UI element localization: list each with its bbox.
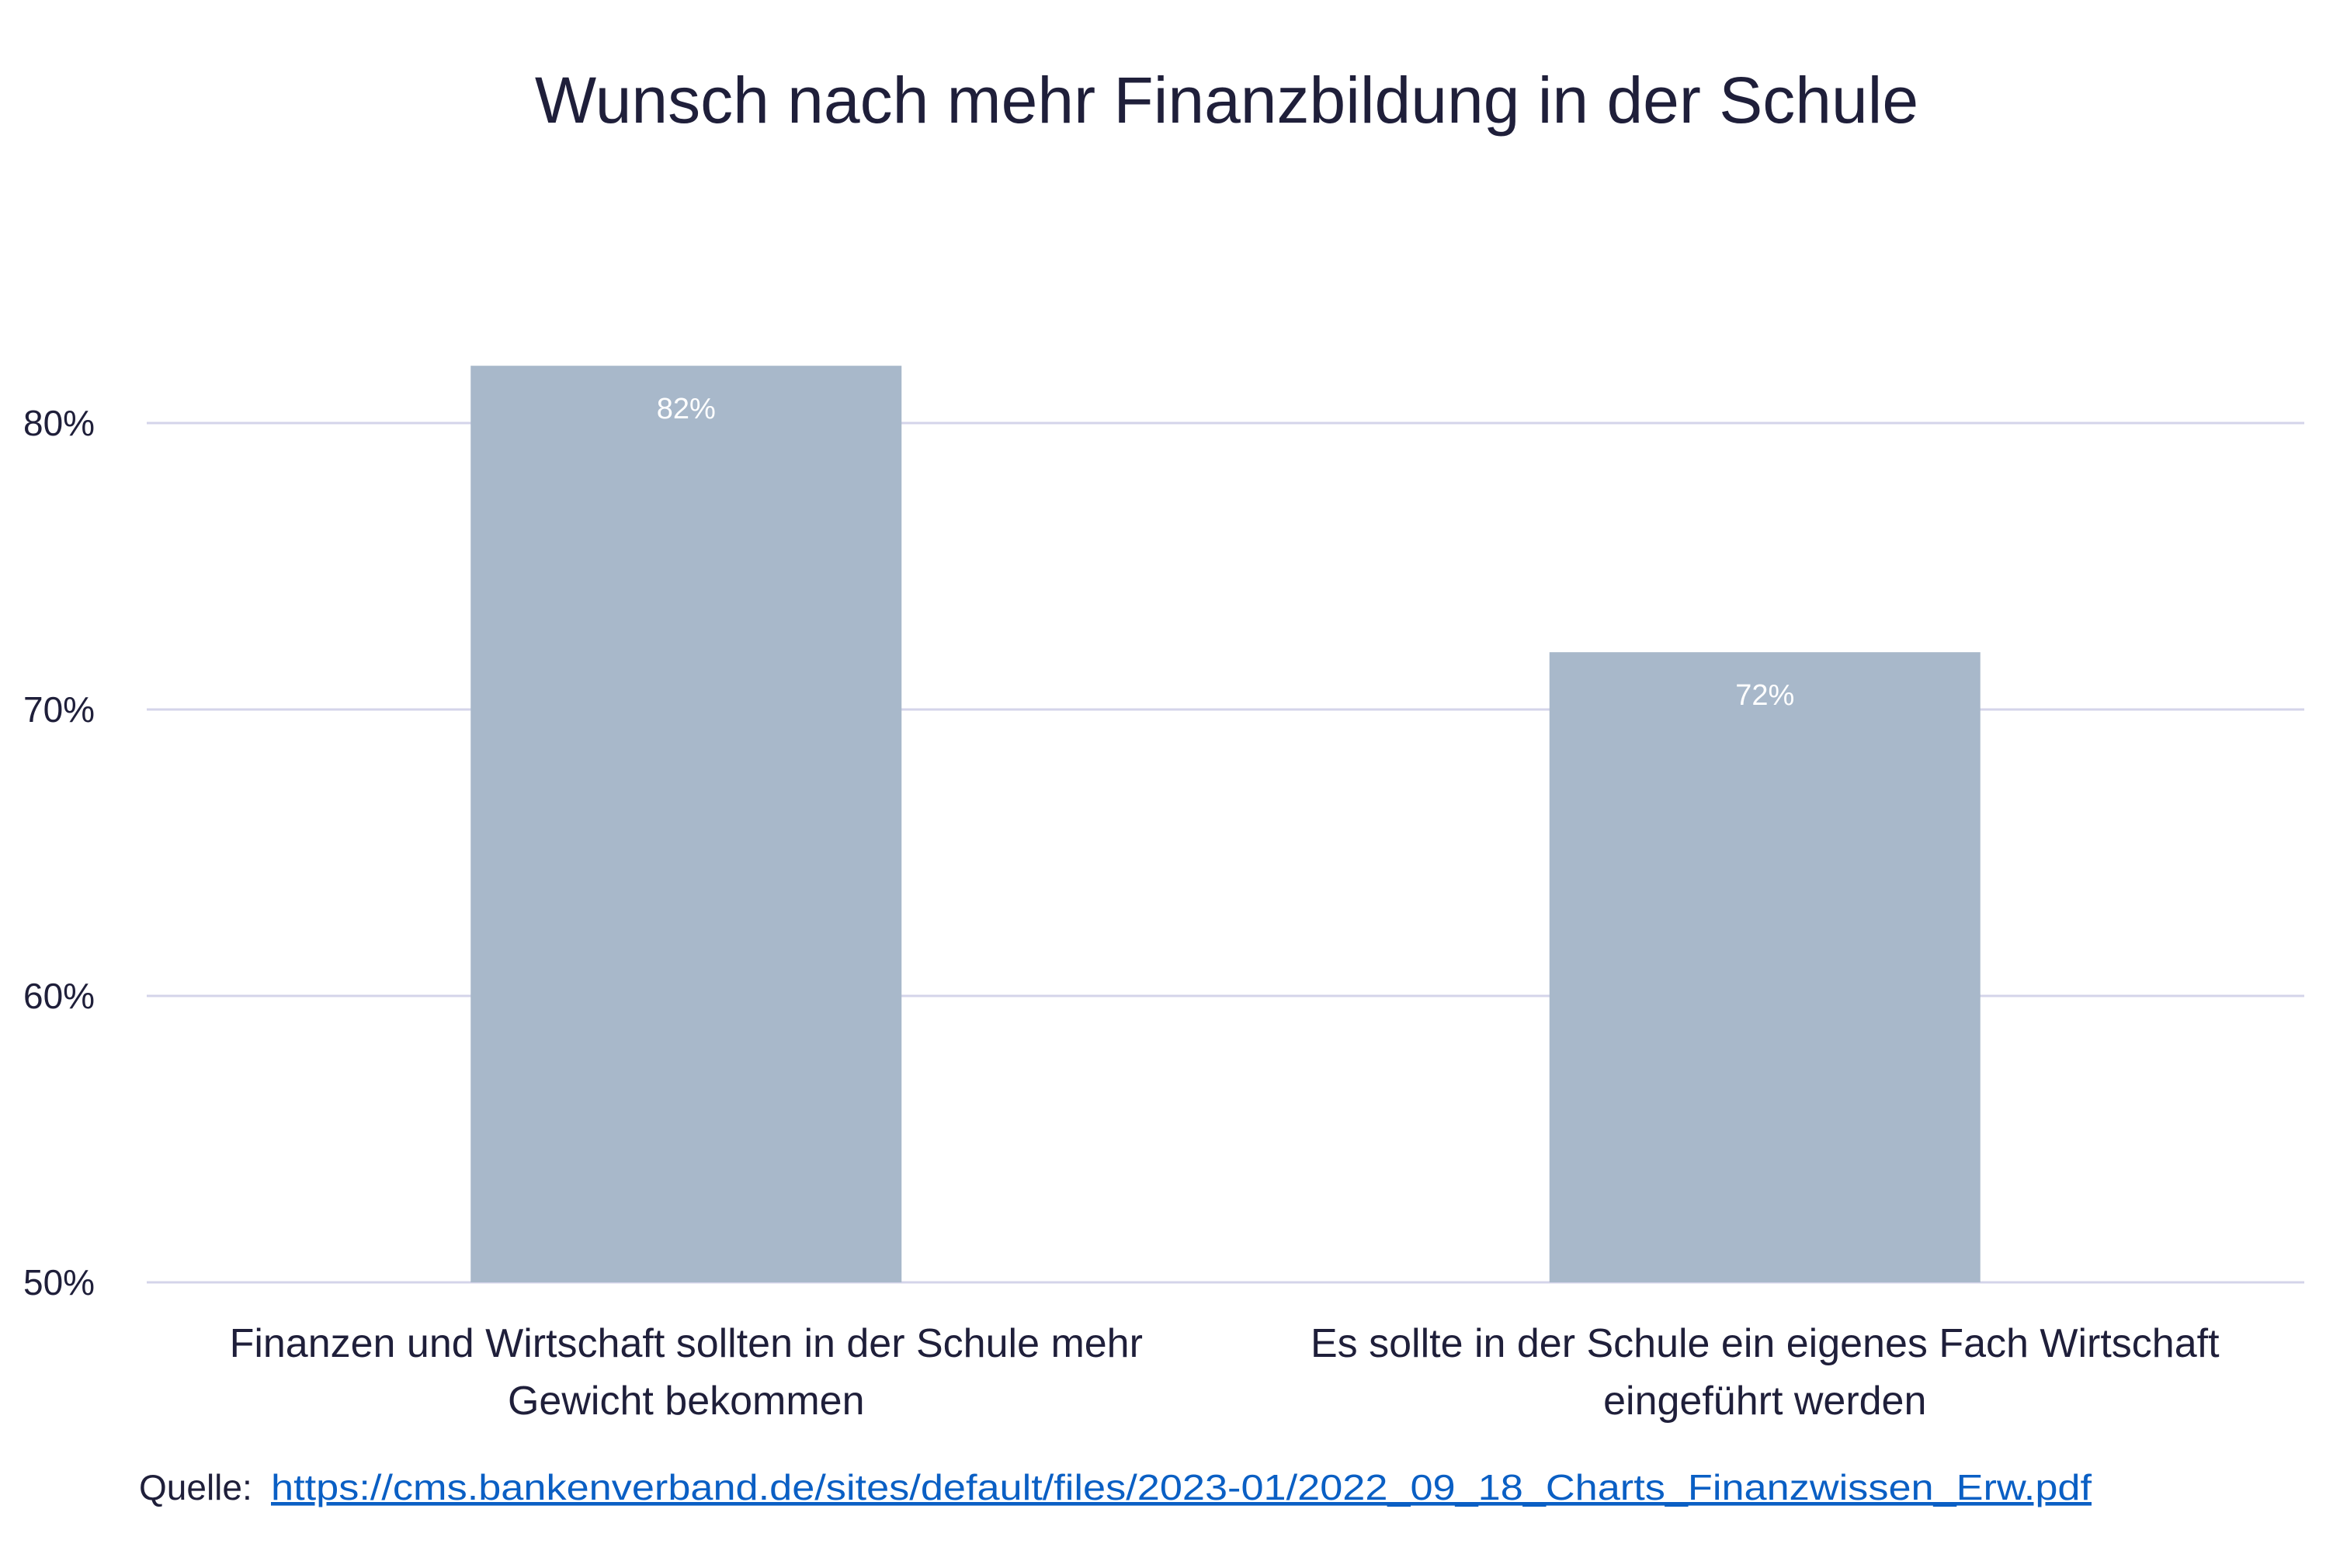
data-label: 82% bbox=[657, 393, 716, 425]
y-tick-label: 70% bbox=[23, 689, 95, 730]
source-link[interactable]: https://cms.bankenverband.de/sites/defau… bbox=[271, 1467, 2092, 1507]
bars: 82% 72% bbox=[470, 366, 1981, 1283]
source-label: Quelle: bbox=[139, 1467, 252, 1507]
x-tick-label: eingeführt werden bbox=[1603, 1379, 1926, 1424]
y-axis-ticks: 50% 60% 70% 80% bbox=[23, 403, 95, 1303]
x-tick-label: Finanzen und Wirtschaft sollten in der S… bbox=[230, 1321, 1143, 1366]
bar bbox=[470, 366, 902, 1283]
gridlines bbox=[147, 421, 2304, 1284]
x-axis-labels: Finanzen und Wirtschaft sollten in der S… bbox=[230, 1321, 2220, 1424]
y-tick-label: 80% bbox=[23, 403, 95, 443]
chart-title: Wunsch nach mehr Finanzbildung in der Sc… bbox=[535, 64, 1918, 137]
y-tick-label: 50% bbox=[23, 1262, 95, 1303]
y-tick-label: 60% bbox=[23, 976, 95, 1016]
x-tick-label: Es sollte in der Schule ein eigenes Fach… bbox=[1311, 1321, 2220, 1366]
source-line: Quelle: https://cms.bankenverband.de/sit… bbox=[139, 1467, 2092, 1507]
data-label: 72% bbox=[1735, 679, 1794, 712]
bar bbox=[1549, 652, 1981, 1282]
x-tick-label: Gewicht bekommen bbox=[508, 1379, 865, 1424]
